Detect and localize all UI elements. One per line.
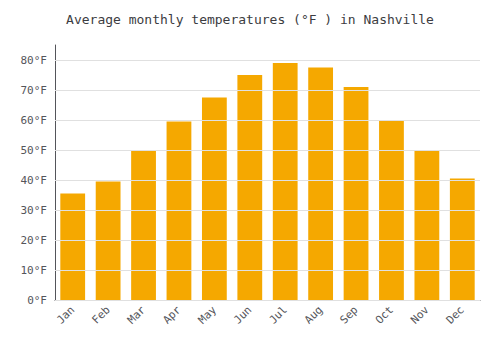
- svg-text:30°F: 30°F: [21, 204, 48, 217]
- svg-text:Jul: Jul: [267, 303, 290, 326]
- svg-text:Aug: Aug: [302, 303, 325, 326]
- svg-text:50°F: 50°F: [21, 144, 48, 157]
- svg-text:80°F: 80°F: [21, 54, 48, 67]
- svg-text:20°F: 20°F: [21, 234, 48, 247]
- svg-text:60°F: 60°F: [21, 114, 48, 127]
- svg-text:10°F: 10°F: [21, 264, 48, 277]
- svg-text:Feb: Feb: [89, 303, 112, 326]
- svg-text:40°F: 40°F: [21, 174, 48, 187]
- svg-text:Apr: Apr: [160, 303, 183, 326]
- svg-text:Average monthly temperatures (: Average monthly temperatures (°F ) in Na…: [66, 12, 434, 27]
- svg-text:Sep: Sep: [337, 303, 360, 326]
- svg-text:Jan: Jan: [54, 303, 77, 326]
- svg-text:0°F: 0°F: [27, 294, 47, 307]
- svg-text:Nov: Nov: [408, 303, 431, 326]
- svg-text:Mar: Mar: [125, 303, 148, 326]
- svg-text:May: May: [196, 303, 219, 326]
- svg-text:Oct: Oct: [373, 303, 396, 326]
- svg-text:70°F: 70°F: [21, 84, 48, 97]
- svg-text:Jun: Jun: [231, 303, 254, 326]
- svg-text:Dec: Dec: [444, 303, 467, 326]
